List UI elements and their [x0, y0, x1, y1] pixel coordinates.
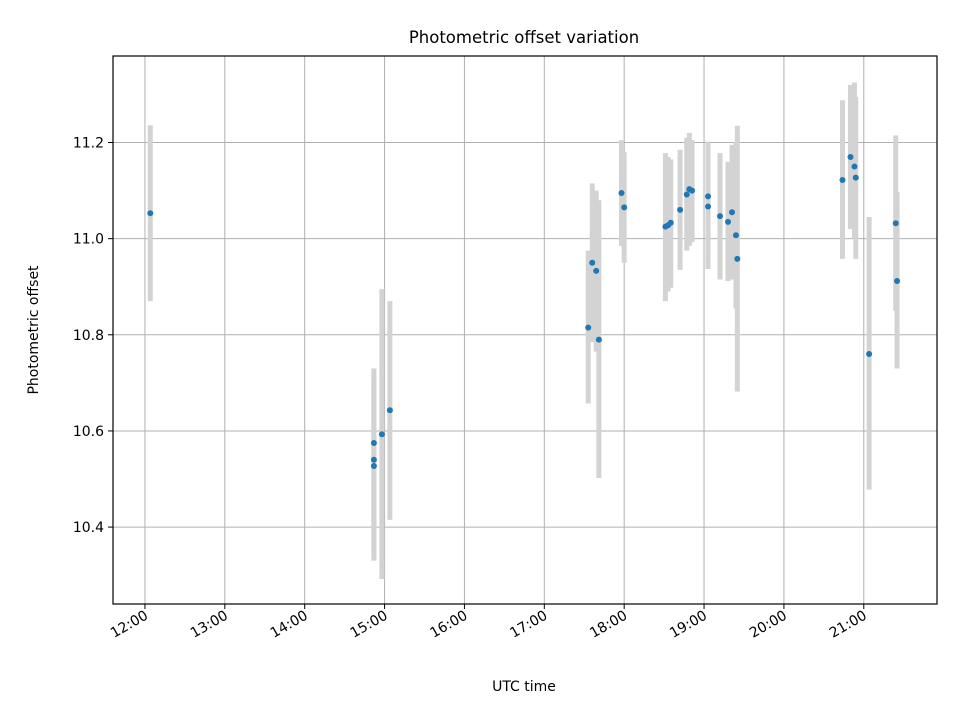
data-point: [689, 187, 696, 194]
y-tick-label: 10.4: [73, 520, 104, 536]
y-axis-label: Photometric offset: [26, 265, 42, 395]
y-tick-label: 10.6: [73, 424, 104, 440]
data-point: [147, 210, 154, 217]
data-point: [734, 255, 741, 262]
data-point: [621, 204, 628, 211]
x-tick-label: 16:00: [427, 608, 470, 642]
data-point: [677, 206, 684, 213]
data-point: [370, 463, 377, 470]
data-point: [728, 209, 735, 216]
x-tick-label: 18:00: [587, 608, 630, 642]
data-point: [852, 174, 859, 181]
x-tick-label: 21:00: [827, 608, 870, 642]
y-tick-label: 10.8: [73, 328, 104, 344]
data-point: [386, 407, 393, 414]
data-point: [705, 203, 712, 210]
error-bars: [147, 82, 900, 580]
data-point: [370, 456, 377, 463]
x-tick-label: 13:00: [188, 608, 231, 642]
x-axis-ticks: 12:00 13:00 14:00 15:00 16:00 17:00 18:00 19:00…: [108, 604, 870, 642]
x-tick-label: 20:00: [747, 608, 790, 642]
chart-title: Photometric offset variation: [409, 28, 639, 47]
data-point: [851, 163, 858, 170]
data-point: [892, 220, 899, 227]
data-point: [370, 439, 377, 446]
data-point: [725, 218, 732, 225]
data-point: [593, 267, 600, 274]
grid: [113, 56, 937, 604]
x-tick-label: 17:00: [507, 608, 550, 642]
data-point: [618, 190, 625, 196]
data-point: [839, 177, 846, 184]
data-point: [667, 219, 674, 226]
data-point: [378, 431, 385, 438]
y-tick-label: 11.0: [73, 232, 104, 248]
data-point: [589, 259, 596, 266]
plot-area-frame: [112, 55, 938, 605]
data-point: [717, 213, 724, 220]
data-points: [147, 153, 901, 470]
data-point: [683, 191, 690, 198]
data-point: [847, 153, 854, 160]
x-axis-label: UTC time: [492, 679, 556, 695]
data-point: [894, 277, 901, 284]
data-point: [732, 232, 739, 239]
data-point: [595, 336, 602, 343]
data-point: [705, 193, 712, 200]
x-tick-label: 14:00: [268, 608, 311, 642]
x-tick-label: 19:00: [667, 608, 710, 642]
x-tick-label: 12:00: [108, 608, 151, 642]
data-point: [866, 351, 873, 358]
x-tick-label: 15:00: [348, 608, 391, 642]
y-tick-label: 11.2: [73, 136, 104, 152]
data-point: [585, 324, 592, 331]
y-axis-ticks: 10.4 10.6 10.8 11.0 11.2: [73, 136, 113, 536]
